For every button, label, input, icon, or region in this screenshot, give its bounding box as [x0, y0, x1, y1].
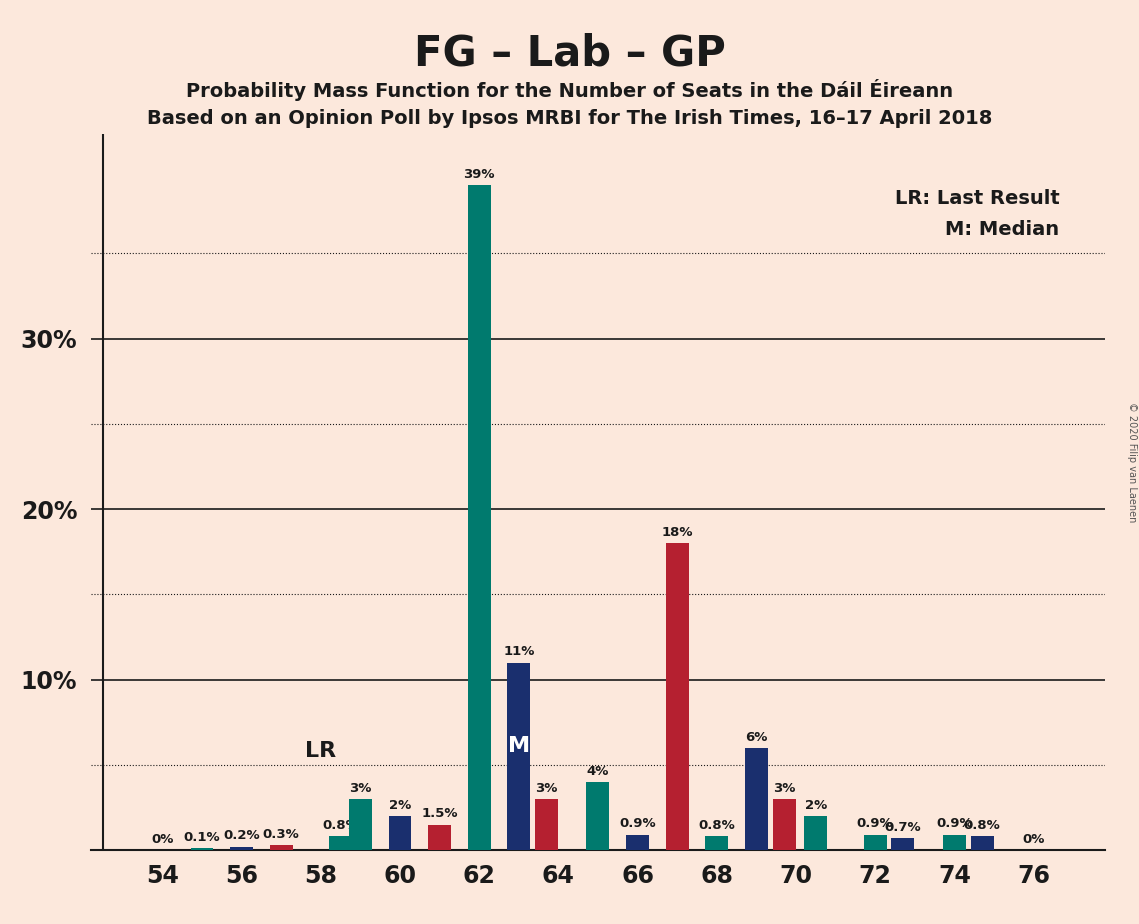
- Text: Based on an Opinion Poll by Ipsos MRBI for The Irish Times, 16–17 April 2018: Based on an Opinion Poll by Ipsos MRBI f…: [147, 109, 992, 128]
- Text: 0%: 0%: [1023, 833, 1044, 845]
- Text: 0%: 0%: [151, 833, 173, 845]
- Bar: [507, 663, 531, 850]
- Text: 18%: 18%: [662, 526, 693, 539]
- Bar: [863, 834, 886, 850]
- Bar: [428, 824, 451, 850]
- Text: 0.1%: 0.1%: [183, 831, 220, 845]
- Text: 0.9%: 0.9%: [936, 818, 973, 831]
- Text: 0.2%: 0.2%: [223, 830, 260, 843]
- Bar: [892, 838, 915, 850]
- Bar: [804, 816, 827, 850]
- Text: 0.8%: 0.8%: [322, 820, 359, 833]
- Text: 0.8%: 0.8%: [698, 820, 735, 833]
- Bar: [388, 816, 411, 850]
- Text: 0.9%: 0.9%: [620, 818, 656, 831]
- Text: 2%: 2%: [804, 798, 827, 811]
- Bar: [772, 799, 795, 850]
- Text: LR: Last Result: LR: Last Result: [894, 189, 1059, 209]
- Bar: [587, 782, 609, 850]
- Text: 3%: 3%: [350, 782, 371, 795]
- Text: 3%: 3%: [773, 782, 795, 795]
- Text: Probability Mass Function for the Number of Seats in the Dáil Éireann: Probability Mass Function for the Number…: [186, 79, 953, 101]
- Bar: [626, 834, 649, 850]
- Text: M: M: [508, 736, 530, 757]
- Text: FG – Lab – GP: FG – Lab – GP: [413, 32, 726, 74]
- Text: 2%: 2%: [388, 798, 411, 811]
- Text: M: Median: M: Median: [945, 220, 1059, 239]
- Bar: [665, 543, 689, 850]
- Text: 0.7%: 0.7%: [885, 821, 921, 833]
- Text: 0.9%: 0.9%: [857, 818, 893, 831]
- Text: 0.8%: 0.8%: [964, 820, 1000, 833]
- Bar: [270, 845, 293, 850]
- Text: 39%: 39%: [464, 168, 495, 181]
- Bar: [745, 748, 768, 850]
- Text: 1.5%: 1.5%: [421, 808, 458, 821]
- Text: LR: LR: [305, 741, 336, 761]
- Bar: [190, 848, 213, 850]
- Text: 0.3%: 0.3%: [263, 828, 300, 841]
- Text: 3%: 3%: [535, 782, 558, 795]
- Text: © 2020 Filip van Laenen: © 2020 Filip van Laenen: [1126, 402, 1137, 522]
- Bar: [468, 185, 491, 850]
- Text: 6%: 6%: [745, 731, 768, 744]
- Text: 4%: 4%: [587, 765, 609, 778]
- Bar: [535, 799, 558, 850]
- Bar: [349, 799, 371, 850]
- Bar: [943, 834, 966, 850]
- Bar: [329, 836, 352, 850]
- Bar: [230, 846, 253, 850]
- Text: 11%: 11%: [503, 645, 534, 658]
- Bar: [705, 836, 728, 850]
- Bar: [970, 836, 993, 850]
